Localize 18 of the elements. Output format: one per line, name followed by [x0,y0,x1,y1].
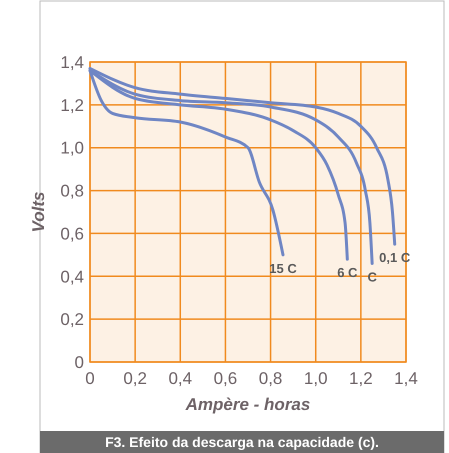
y-tick-label: 1,2 [60,96,84,115]
x-axis-title: Ampère - horas [184,395,310,414]
y-axis-title: Volts [29,192,48,232]
x-tick-label: 1,4 [394,369,418,388]
y-tick-label: 0,6 [60,224,84,244]
y-tick-label: 0,4 [60,267,84,286]
y-tick-label: 0,2 [60,310,84,330]
x-tick-label: 0,2 [123,369,147,388]
text: F3. Efeito da descarga na capacidade (c). [105,434,379,450]
y-tick-label: 1,4 [60,53,84,72]
x-tick-label: 0,6 [214,369,238,388]
y-tick-label: 0,8 [60,182,84,201]
x-tick-label: 1,0 [304,369,328,388]
y-tick-label: 1,0 [60,138,84,158]
x-tick-label: 1,2 [349,369,373,388]
x-tick-label: 0,4 [168,369,192,388]
x-tick-label: 0,8 [258,369,282,388]
y-tick-label: 0 [74,353,84,372]
